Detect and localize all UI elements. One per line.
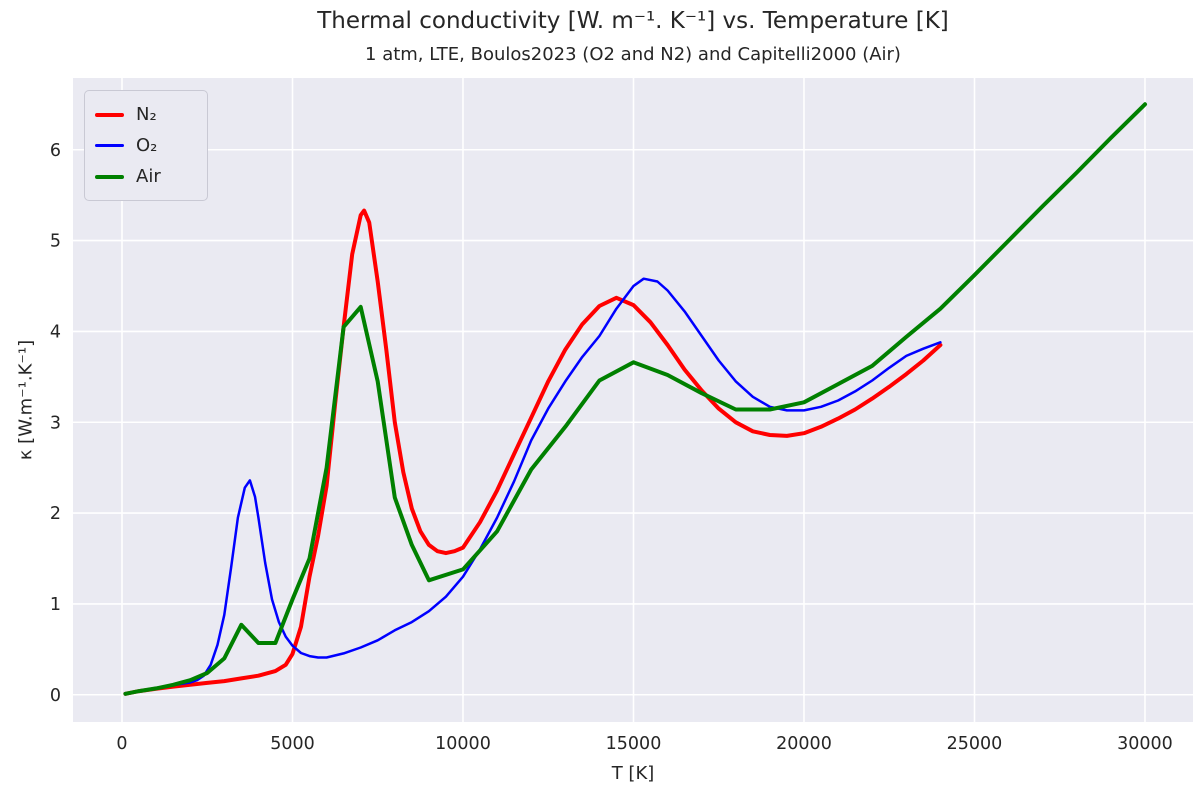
series-line-Air — [123, 102, 1147, 696]
y-tick-label: 1 — [50, 595, 61, 615]
y-tick-label: 6 — [50, 141, 61, 161]
chart-title: Thermal conductivity [W. m⁻¹. K⁻¹] vs. T… — [317, 8, 949, 34]
x-tick-label: 20000 — [776, 734, 832, 754]
x-tick-label: 15000 — [606, 734, 662, 754]
x-tick-label: 0 — [116, 734, 127, 754]
y-tick-label: 0 — [50, 686, 61, 706]
legend-item-N₂: N₂ — [95, 99, 201, 130]
series-line-O₂ — [124, 277, 942, 696]
y-axis-label: κ [W.m⁻¹.K⁻¹] — [15, 339, 37, 461]
legend-label: Air — [136, 166, 161, 187]
x-axis-label: T [K] — [611, 763, 655, 784]
legend-label: N₂ — [136, 104, 157, 125]
legend-line-icon — [95, 174, 124, 179]
chart-subtitle: 1 atm, LTE, Boulos2023 (O2 and N2) and C… — [365, 44, 901, 65]
x-tick-label: 30000 — [1117, 734, 1173, 754]
x-tick-label: 25000 — [947, 734, 1003, 754]
legend-label: O₂ — [136, 135, 158, 156]
y-tick-label: 4 — [50, 322, 61, 342]
legend: N₂ O₂ Air — [84, 90, 208, 201]
y-tick-label: 5 — [50, 232, 61, 252]
x-tick-label: 5000 — [270, 734, 315, 754]
legend-line-icon — [95, 112, 124, 117]
y-tick-label: 3 — [50, 413, 61, 433]
x-tick-label: 10000 — [435, 734, 491, 754]
legend-item-O₂: O₂ — [95, 130, 201, 161]
legend-item-Air: Air — [95, 161, 201, 192]
legend-line-icon — [95, 144, 124, 147]
y-tick-label: 2 — [50, 504, 61, 524]
series-line-N₂ — [123, 208, 943, 696]
